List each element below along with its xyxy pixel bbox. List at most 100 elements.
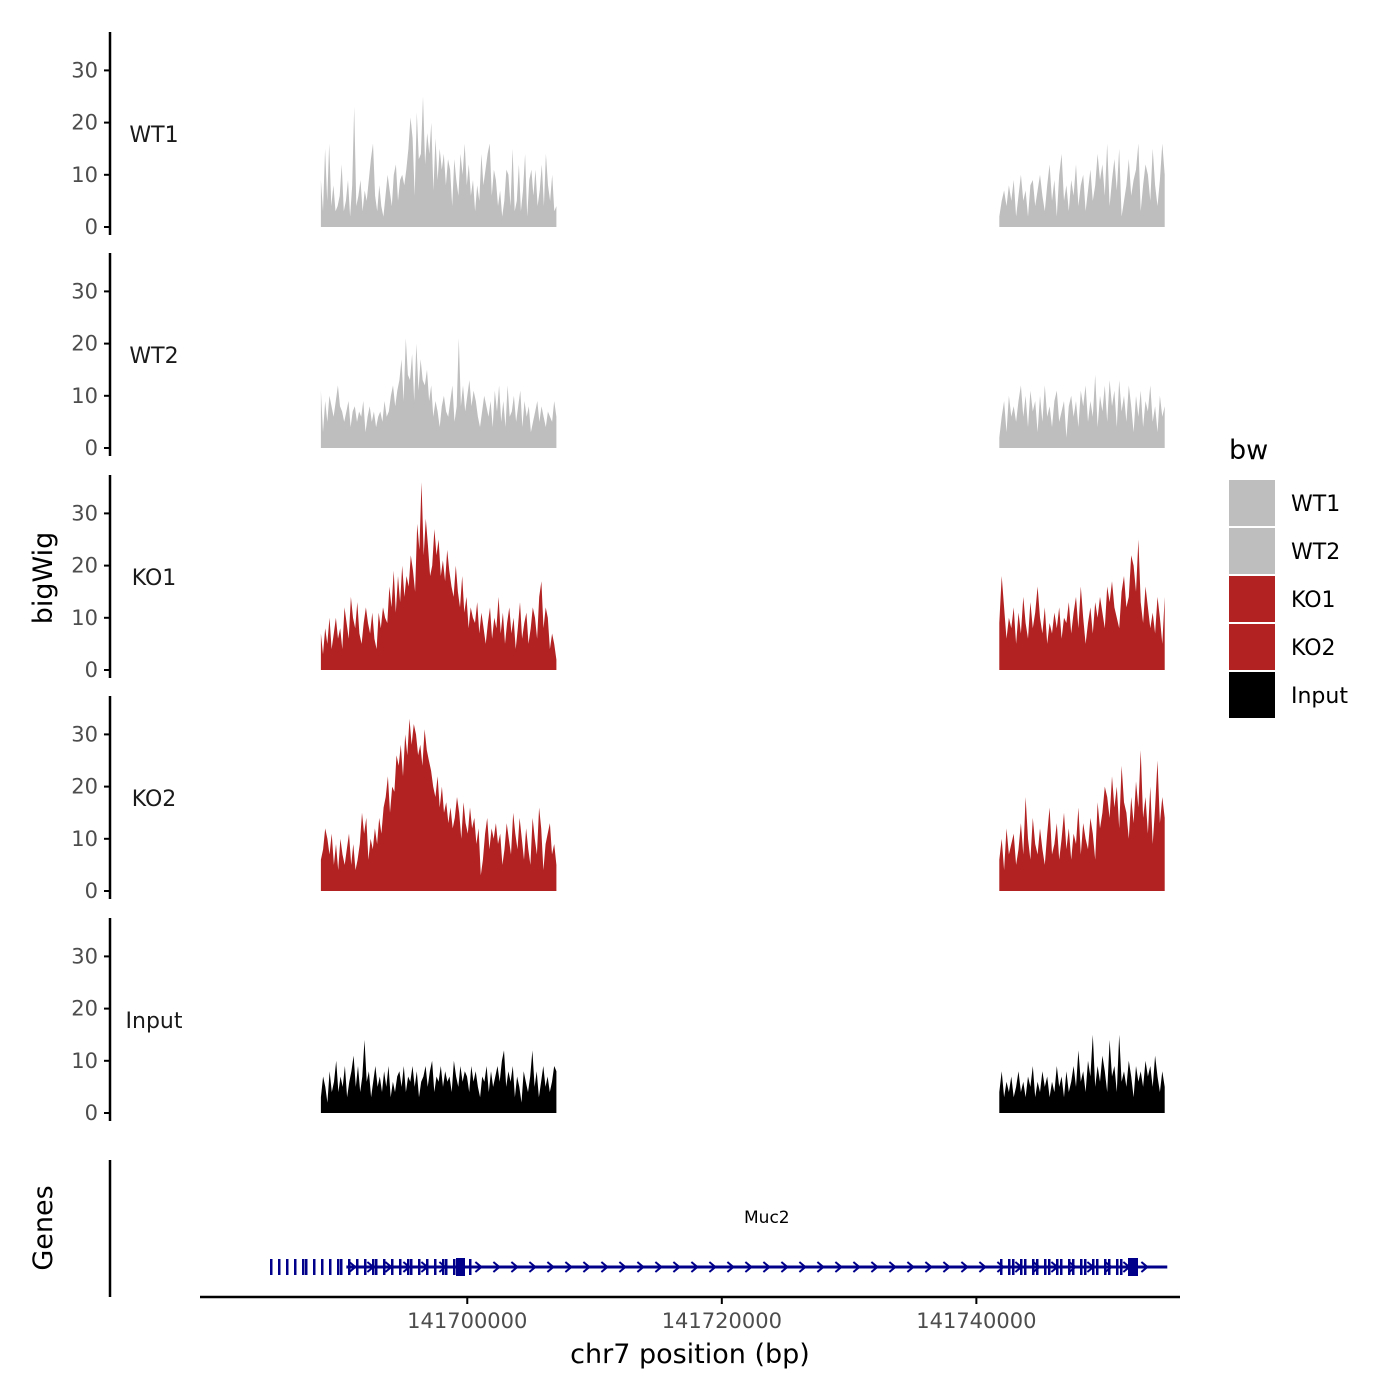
strand-arrow-icon — [690, 1261, 699, 1273]
signal-area-wt2-region-2 — [999, 374, 1165, 448]
exon-mark — [1056, 1259, 1059, 1275]
track-label: WT2 — [129, 344, 178, 369]
bigwig-tracks: 0 10 20 30 WT1 0 10 20 30 WT2 0 10 20 30 KO1 0 10 20 30 KO2… — [71, 32, 1165, 1125]
signal-area-input-region-2 — [999, 1034, 1165, 1113]
track-wt1: 0 10 20 30 WT1 — [71, 32, 1165, 239]
strand-arrow-icon — [816, 1261, 825, 1273]
exon-mark — [372, 1259, 375, 1275]
strand-arrow-icon — [1140, 1261, 1149, 1273]
track-label: KO2 — [132, 787, 177, 812]
exon-mark — [348, 1259, 351, 1275]
strand-arrow-icon — [834, 1261, 843, 1273]
strand-arrow-icon — [708, 1261, 717, 1273]
strand-arrow-icon — [654, 1261, 663, 1273]
signal-area-ko2-region-2 — [999, 750, 1165, 891]
strand-arrow-icon — [672, 1261, 681, 1273]
y-tick-label: 20 — [71, 997, 98, 1021]
y-tick-label: 20 — [71, 111, 98, 135]
exon-mark — [453, 1259, 456, 1275]
strand-arrow-icon — [906, 1261, 915, 1273]
exon-mark — [469, 1259, 472, 1275]
exon-mark — [391, 1259, 394, 1275]
strand-arrow-icon — [510, 1261, 519, 1273]
exon-mark — [1072, 1259, 1075, 1275]
y-tick-label: 0 — [85, 658, 98, 682]
x-tick-label: 141700000 — [407, 1309, 527, 1333]
exon-mark — [1068, 1259, 1071, 1275]
strand-arrow-icon — [600, 1261, 609, 1273]
y-tick-label: 20 — [71, 554, 98, 578]
y-tick-label: 20 — [71, 775, 98, 799]
y-tick-label: 0 — [85, 436, 98, 460]
track-wt2: 0 10 20 30 WT2 — [71, 253, 1165, 460]
strand-arrow-icon — [888, 1261, 897, 1273]
y-tick-label: 0 — [85, 215, 98, 239]
exon-mark — [305, 1259, 308, 1275]
legend-label-input: Input — [1291, 684, 1348, 709]
exon-mark — [434, 1259, 437, 1275]
strand-arrow-icon — [924, 1261, 933, 1273]
exon-mark — [1108, 1259, 1111, 1275]
signal-area-ko1-region-1 — [320, 482, 557, 670]
strand-arrow-icon — [1068, 1261, 1077, 1273]
legend-label-wt2: WT2 — [1291, 540, 1340, 565]
exon-mark — [1020, 1259, 1023, 1275]
exon-mark — [418, 1259, 421, 1275]
exon-mark — [1096, 1259, 1099, 1275]
signal-area-ko1-region-2 — [999, 539, 1165, 670]
exon-mark — [270, 1259, 273, 1275]
exon-mark — [1048, 1259, 1051, 1275]
legend-swatch-ko1 — [1229, 576, 1275, 622]
signal-area-wt2-region-1 — [320, 338, 557, 448]
strand-arrow-icon — [798, 1261, 807, 1273]
signal-area-input-region-1 — [320, 1039, 557, 1113]
strand-arrow-icon — [870, 1261, 879, 1273]
exon-mark — [407, 1259, 410, 1275]
y-tick-label: 0 — [85, 879, 98, 903]
x-tick-label: 141740000 — [916, 1309, 1036, 1333]
exon-mark — [1120, 1259, 1123, 1275]
exon-mark — [1116, 1259, 1119, 1275]
exon-mark — [1036, 1259, 1039, 1275]
legend: bw WT1 WT2 KO1 KO2 Input — [1229, 435, 1348, 718]
strand-arrow-icon — [852, 1261, 861, 1273]
x-axis-title: chr7 position (bp) — [570, 1339, 810, 1370]
strand-arrow-icon — [582, 1261, 591, 1273]
strand-arrow-icon — [618, 1261, 627, 1273]
gene-name-label: Muc2 — [744, 1208, 790, 1228]
exon-mark — [286, 1259, 289, 1275]
exon-mark — [1044, 1259, 1047, 1275]
strand-arrow-icon — [636, 1261, 645, 1273]
strand-arrow-icon — [996, 1261, 1005, 1273]
exon-mark — [1008, 1259, 1011, 1275]
strand-arrow-icon — [780, 1261, 789, 1273]
track-ko1: 0 10 20 30 KO1 — [71, 475, 1165, 682]
legend-swatch-wt1 — [1229, 480, 1275, 526]
exon-mark — [340, 1259, 343, 1275]
exon-mark — [356, 1259, 359, 1275]
strand-arrow-icon — [762, 1261, 771, 1273]
exon-mark — [302, 1259, 305, 1275]
y-tick-label: 0 — [85, 1101, 98, 1125]
gene-track: Muc2 — [108, 1160, 1168, 1297]
exon-mark — [294, 1259, 297, 1275]
exon-mark — [445, 1259, 448, 1275]
strand-arrow-icon — [726, 1261, 735, 1273]
exon-mark — [383, 1259, 386, 1275]
legend-label-wt1: WT1 — [1291, 492, 1340, 517]
legend-swatch-input — [1229, 672, 1275, 718]
y-tick-label: 30 — [71, 944, 98, 968]
genes-axis-title: Genes — [28, 1185, 59, 1270]
track-ko2: 0 10 20 30 KO2 — [71, 696, 1165, 903]
strand-arrow-icon — [528, 1261, 537, 1273]
strand-arrow-icon — [960, 1261, 969, 1273]
track-label: KO1 — [132, 566, 177, 591]
exon-mark — [1104, 1259, 1107, 1275]
exon-mark — [1000, 1259, 1003, 1275]
exon-mark — [442, 1259, 445, 1275]
exon-mark — [313, 1259, 316, 1275]
y-tick-label: 10 — [71, 384, 98, 408]
signal-area-wt1-region-2 — [999, 143, 1165, 227]
exon-mark — [426, 1259, 429, 1275]
legend-swatch-ko2 — [1229, 624, 1275, 670]
